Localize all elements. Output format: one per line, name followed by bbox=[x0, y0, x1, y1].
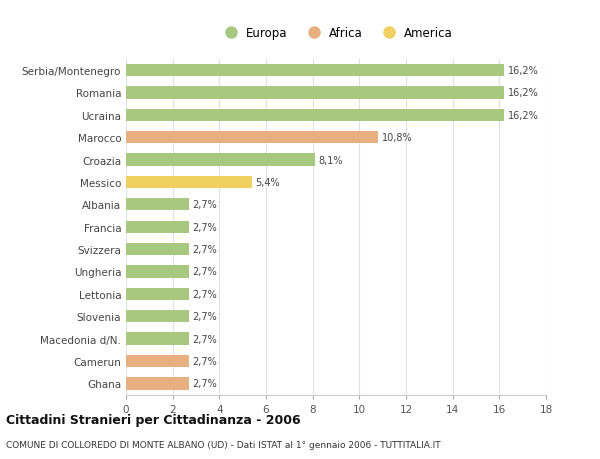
Text: 16,2%: 16,2% bbox=[508, 66, 538, 76]
Bar bbox=[126, 199, 189, 211]
Text: 2,7%: 2,7% bbox=[193, 334, 217, 344]
Text: 2,7%: 2,7% bbox=[193, 245, 217, 255]
Text: 2,7%: 2,7% bbox=[193, 289, 217, 299]
Bar bbox=[126, 377, 189, 390]
Bar bbox=[126, 109, 504, 122]
Bar bbox=[126, 154, 315, 166]
Text: 10,8%: 10,8% bbox=[382, 133, 412, 143]
Text: 16,2%: 16,2% bbox=[508, 88, 538, 98]
Text: 2,7%: 2,7% bbox=[193, 356, 217, 366]
Text: 2,7%: 2,7% bbox=[193, 312, 217, 322]
Text: 16,2%: 16,2% bbox=[508, 111, 538, 121]
Bar bbox=[126, 243, 189, 256]
Bar bbox=[126, 355, 189, 367]
Bar bbox=[126, 65, 504, 77]
Bar bbox=[126, 288, 189, 300]
Bar bbox=[126, 266, 189, 278]
Bar bbox=[126, 221, 189, 233]
Bar bbox=[126, 132, 378, 144]
Text: COMUNE DI COLLOREDO DI MONTE ALBANO (UD) - Dati ISTAT al 1° gennaio 2006 - TUTTI: COMUNE DI COLLOREDO DI MONTE ALBANO (UD)… bbox=[6, 440, 440, 449]
Text: 2,7%: 2,7% bbox=[193, 379, 217, 389]
Text: 2,7%: 2,7% bbox=[193, 222, 217, 232]
Text: 2,7%: 2,7% bbox=[193, 200, 217, 210]
Text: 2,7%: 2,7% bbox=[193, 267, 217, 277]
Bar bbox=[126, 333, 189, 345]
Text: Cittadini Stranieri per Cittadinanza - 2006: Cittadini Stranieri per Cittadinanza - 2… bbox=[6, 413, 301, 426]
Legend: Europa, Africa, America: Europa, Africa, America bbox=[214, 22, 458, 45]
Bar bbox=[126, 87, 504, 99]
Text: 8,1%: 8,1% bbox=[319, 155, 343, 165]
Text: 5,4%: 5,4% bbox=[256, 178, 280, 188]
Bar bbox=[126, 310, 189, 323]
Bar bbox=[126, 176, 252, 189]
